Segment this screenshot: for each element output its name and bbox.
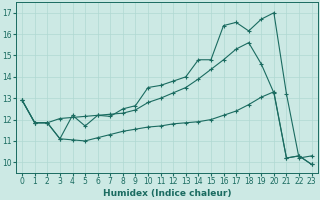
X-axis label: Humidex (Indice chaleur): Humidex (Indice chaleur) — [103, 189, 231, 198]
